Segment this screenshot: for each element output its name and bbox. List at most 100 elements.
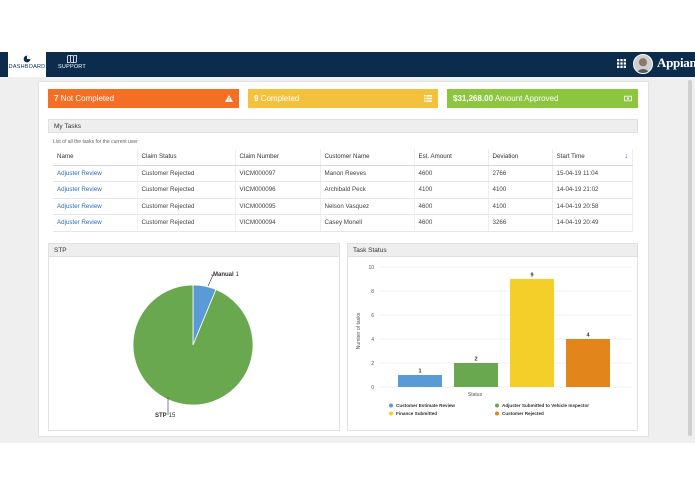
y-tick-label: 2: [371, 361, 374, 367]
bar-data-label: 1: [418, 369, 421, 375]
my-tasks-title: My Tasks: [54, 123, 81, 130]
manual-leader-line: [207, 274, 214, 287]
user-photo-icon: [634, 55, 652, 73]
stp-header: STP: [48, 243, 340, 257]
warning-icon: [225, 95, 233, 102]
start-time-cell: 14-04-19 20:58: [552, 198, 633, 215]
bar-2[interactable]: [454, 363, 498, 387]
map-icon: [67, 55, 77, 63]
task-link[interactable]: Adjuster Review: [57, 202, 102, 210]
nav-dashboard[interactable]: DASHBOARD: [8, 52, 46, 77]
legend-item[interactable]: Finance Submitted: [396, 411, 437, 416]
task-status-section: [347, 243, 638, 431]
legend-item[interactable]: Customer Rejected: [502, 411, 544, 416]
bar-4[interactable]: [566, 339, 610, 387]
y-tick-label: 10: [368, 265, 374, 271]
not-completed-card[interactable]: 7 Not Completed: [48, 89, 239, 108]
y-tick-label: 6: [371, 313, 374, 319]
apps-grid-icon[interactable]: [617, 59, 626, 68]
y-axis-label: Number of tasks: [356, 312, 362, 349]
legend-marker: [389, 403, 393, 408]
task-link[interactable]: Adjuster Review: [57, 186, 102, 194]
start-time-cell: 14-04-19 21:02: [552, 181, 633, 199]
not-completed-label: Not Completed: [60, 94, 115, 103]
bar-data-label: 9: [530, 273, 533, 279]
y-tick-label: 0: [371, 385, 374, 391]
column-header-claim-status[interactable]: Claim Status: [137, 149, 236, 166]
top-margin: [0, 0, 695, 52]
claim-status-cell: Customer Rejected: [137, 198, 236, 215]
table-row: Adjuster Review Customer Rejected VICM00…: [53, 198, 633, 215]
nav-support-label: SUPPORT: [58, 64, 86, 70]
top-navbar: DASHBOARD SUPPORT: [0, 52, 695, 77]
dashboard-icon: [23, 55, 31, 63]
column-header-est-amount[interactable]: Est. Amount: [414, 149, 489, 166]
sort-desc-icon[interactable]: ↓: [624, 153, 629, 161]
column-header-customer-name[interactable]: Customer Name: [320, 149, 415, 166]
amount-approved-value: $31,268.00: [453, 94, 494, 103]
task-name-cell[interactable]: Adjuster Review: [53, 165, 138, 182]
legend-item[interactable]: Adjuster Submitted to Vehicle Inspector: [502, 403, 589, 408]
bar-3[interactable]: [510, 279, 554, 387]
column-header-name[interactable]: Name: [53, 149, 138, 166]
task-status-header: Task Status: [347, 243, 638, 257]
amount-approved-card[interactable]: $31,268.00 Amount Approved: [447, 89, 638, 108]
stp-data-label: STP 15: [155, 413, 176, 419]
table-row: Adjuster Review Customer Rejected VICM00…: [53, 165, 633, 182]
column-header-start-time[interactable]: Start Time ↓: [552, 149, 633, 166]
list-icon: [424, 95, 432, 102]
bar-data-label: 4: [586, 333, 590, 339]
table-row: Adjuster Review Customer Rejected VICM00…: [53, 214, 633, 232]
legend-marker: [495, 411, 499, 416]
nav-dashboard-label: DASHBOARD: [8, 64, 46, 70]
user-avatar[interactable]: [633, 54, 653, 74]
customer-name-cell: Casey Monell: [320, 214, 415, 232]
est-amount-cell: 4100: [414, 181, 489, 199]
stp-title: STP: [54, 247, 67, 254]
start-time-cell: 14-04-19 20:49: [552, 214, 633, 232]
claim-status-cell: Customer Rejected: [137, 214, 236, 232]
bar-1[interactable]: [398, 375, 442, 387]
deviation-cell: 2766: [488, 165, 553, 182]
est-amount-cell: 4600: [414, 214, 489, 232]
y-tick-label: 8: [371, 289, 374, 295]
my-tasks-subtitle: List of all the tasks for the current us…: [53, 139, 138, 145]
claim-number-cell: VICM000094: [235, 214, 321, 232]
my-tasks-header: My Tasks: [48, 119, 638, 133]
task-name-cell[interactable]: Adjuster Review: [53, 198, 138, 215]
nav-support[interactable]: SUPPORT: [54, 52, 90, 77]
deviation-cell: 4100: [488, 181, 553, 199]
task-status-title: Task Status: [353, 247, 387, 254]
claim-number-cell: VICM000095: [235, 198, 321, 215]
start-time-cell: 15-04-19 11:04: [552, 165, 633, 182]
task-name-cell[interactable]: Adjuster Review: [53, 214, 138, 232]
est-amount-cell: 4600: [414, 165, 489, 182]
task-link[interactable]: Adjuster Review: [57, 169, 102, 177]
pie-slice-stp[interactable]: [132, 284, 254, 406]
completed-card[interactable]: 9 Completed: [248, 89, 438, 108]
customer-name-cell: Archibald Peck: [320, 181, 415, 199]
deviation-cell: 4100: [488, 198, 553, 215]
customer-name-cell: Nelson Vasquez: [320, 198, 415, 215]
amount-approved-label: Amount Approved: [494, 94, 559, 103]
column-header-deviation[interactable]: Deviation: [488, 149, 553, 166]
claim-status-cell: Customer Rejected: [137, 165, 236, 182]
money-icon: [624, 95, 632, 102]
deviation-cell: 3266: [488, 214, 553, 232]
completed-label: Completed: [260, 94, 300, 103]
completed-count: 9: [254, 94, 259, 103]
claim-number-cell: VICM000097: [235, 165, 321, 182]
page-scrollbar[interactable]: [688, 80, 692, 436]
legend-marker: [495, 403, 499, 408]
x-axis-label: Status: [468, 392, 483, 398]
stp-pie-chart: Manual 1 STP 15: [132, 272, 254, 419]
column-header-claim-number[interactable]: Claim Number: [235, 149, 321, 166]
task-name-cell[interactable]: Adjuster Review: [53, 181, 138, 199]
legend-item[interactable]: Customer Estimate Review: [396, 403, 455, 408]
task-link[interactable]: Adjuster Review: [57, 219, 102, 227]
bar-data-label: 2: [474, 357, 477, 363]
table-header-row: Name Claim Status Claim Number Customer …: [53, 149, 633, 166]
tasks-table: Name Claim Status Claim Number Customer …: [53, 149, 633, 232]
legend-marker: [389, 411, 393, 416]
